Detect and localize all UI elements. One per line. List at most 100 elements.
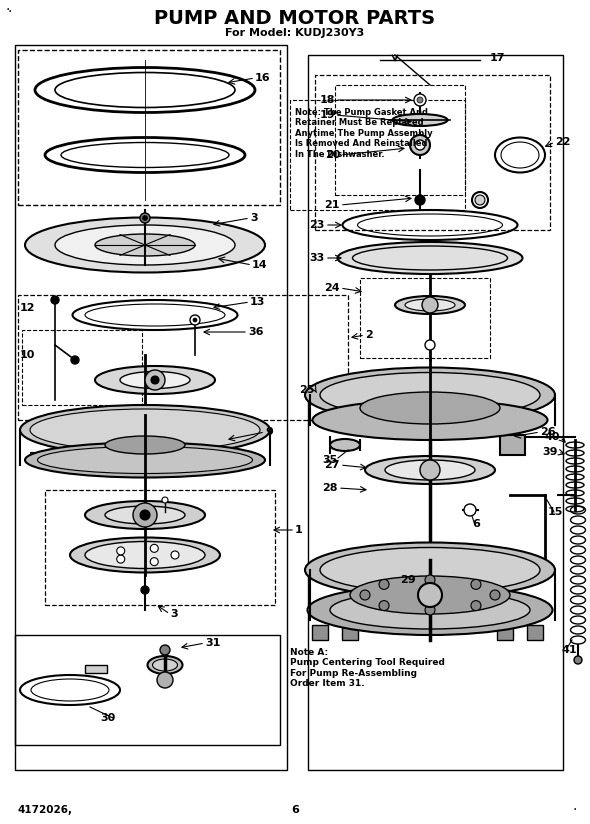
Circle shape xyxy=(157,672,173,688)
Text: 25: 25 xyxy=(300,385,315,395)
Ellipse shape xyxy=(85,541,205,569)
Bar xyxy=(486,415,494,427)
Circle shape xyxy=(471,601,481,611)
Ellipse shape xyxy=(305,542,555,597)
Text: 19: 19 xyxy=(319,110,335,120)
Bar xyxy=(18,50,280,205)
Bar xyxy=(500,435,525,455)
Text: 28: 28 xyxy=(323,483,338,493)
Text: 39: 39 xyxy=(542,447,558,457)
Circle shape xyxy=(117,555,124,563)
Text: Note A:
Pump Centering Tool Required
For Pump Re-Assembling
Order Item 31.: Note A: Pump Centering Tool Required For… xyxy=(290,648,445,688)
Text: ·: · xyxy=(6,3,10,17)
Ellipse shape xyxy=(55,225,235,265)
Text: 36: 36 xyxy=(248,327,264,337)
Circle shape xyxy=(425,575,435,585)
Circle shape xyxy=(379,579,389,589)
Ellipse shape xyxy=(337,242,523,274)
Text: 41: 41 xyxy=(562,645,578,655)
Circle shape xyxy=(410,135,430,155)
Text: 40: 40 xyxy=(545,432,560,442)
Text: 13: 13 xyxy=(250,297,266,307)
Circle shape xyxy=(151,376,159,384)
Ellipse shape xyxy=(365,456,495,484)
Circle shape xyxy=(425,340,435,350)
Circle shape xyxy=(414,94,426,106)
Text: Note: The Pump Gasket And
Retainer Must Be Replaced
Anytime The Pump Assembly
Is: Note: The Pump Gasket And Retainer Must … xyxy=(295,108,432,158)
Circle shape xyxy=(418,583,442,607)
Text: For Model: KUDJ230Y3: For Model: KUDJ230Y3 xyxy=(225,28,365,38)
Bar xyxy=(18,295,348,420)
Bar xyxy=(497,625,513,640)
Bar xyxy=(315,75,550,230)
Circle shape xyxy=(490,590,500,600)
Bar xyxy=(360,278,490,358)
Circle shape xyxy=(133,503,157,527)
Text: 15: 15 xyxy=(548,507,563,517)
Text: ·: · xyxy=(573,803,577,817)
Circle shape xyxy=(51,296,59,304)
Text: 3: 3 xyxy=(170,609,178,619)
Ellipse shape xyxy=(30,409,260,451)
Circle shape xyxy=(140,510,150,520)
Bar xyxy=(195,452,205,462)
Text: ·: · xyxy=(8,5,12,19)
Circle shape xyxy=(422,297,438,313)
Circle shape xyxy=(143,216,148,221)
Text: 3: 3 xyxy=(250,213,258,223)
Circle shape xyxy=(475,195,485,205)
Text: 33: 33 xyxy=(310,253,325,263)
Ellipse shape xyxy=(307,585,552,635)
Circle shape xyxy=(171,551,179,559)
Ellipse shape xyxy=(25,218,265,273)
Ellipse shape xyxy=(320,372,540,418)
Text: 2: 2 xyxy=(365,330,373,340)
Ellipse shape xyxy=(385,460,475,480)
Bar xyxy=(308,55,563,770)
Bar xyxy=(361,415,369,427)
Circle shape xyxy=(145,370,165,390)
Ellipse shape xyxy=(395,296,465,314)
Text: 10: 10 xyxy=(20,350,35,360)
Text: 23: 23 xyxy=(310,220,325,230)
Text: 31: 31 xyxy=(205,638,221,648)
Ellipse shape xyxy=(350,576,510,614)
Bar xyxy=(527,625,543,640)
Bar xyxy=(312,625,328,640)
Ellipse shape xyxy=(313,400,548,440)
Text: 6: 6 xyxy=(291,805,299,815)
Circle shape xyxy=(162,497,168,503)
Text: 27: 27 xyxy=(324,460,340,470)
Text: 30: 30 xyxy=(100,713,115,723)
Bar xyxy=(506,415,514,427)
Ellipse shape xyxy=(330,591,530,629)
Text: 24: 24 xyxy=(324,283,340,293)
Bar xyxy=(342,625,358,640)
Circle shape xyxy=(150,545,158,552)
Ellipse shape xyxy=(120,372,190,388)
Circle shape xyxy=(574,656,582,664)
Circle shape xyxy=(140,213,150,223)
Text: 22: 22 xyxy=(555,137,571,147)
Text: 6: 6 xyxy=(472,519,480,529)
Ellipse shape xyxy=(152,659,178,671)
Bar xyxy=(290,100,465,210)
Circle shape xyxy=(420,460,440,480)
Circle shape xyxy=(415,140,425,150)
Bar xyxy=(350,558,410,578)
Text: 9: 9 xyxy=(265,427,273,437)
Ellipse shape xyxy=(360,392,500,424)
Circle shape xyxy=(141,586,149,594)
Circle shape xyxy=(71,356,79,364)
Bar xyxy=(245,452,255,462)
Ellipse shape xyxy=(25,442,265,477)
Circle shape xyxy=(190,315,200,325)
Bar xyxy=(45,490,275,605)
Text: 35: 35 xyxy=(322,455,337,465)
Circle shape xyxy=(464,504,476,516)
Circle shape xyxy=(415,195,425,205)
Ellipse shape xyxy=(85,501,205,529)
Ellipse shape xyxy=(392,114,447,126)
Bar xyxy=(15,45,287,770)
Bar xyxy=(15,635,280,745)
